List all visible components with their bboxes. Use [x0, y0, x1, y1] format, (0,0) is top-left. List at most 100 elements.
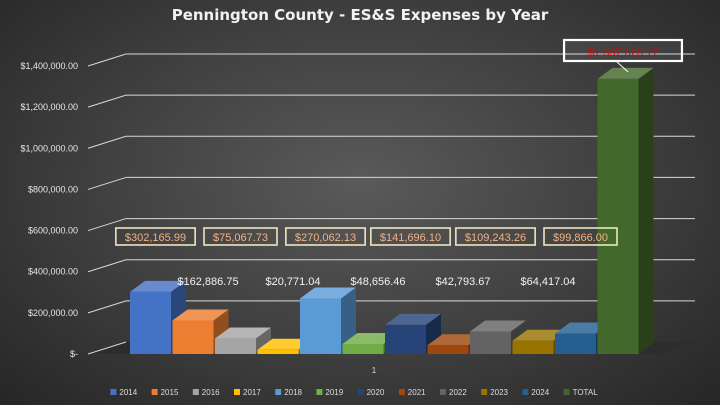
legend-swatch — [234, 389, 240, 395]
bar-top — [427, 334, 484, 346]
bar-front — [385, 324, 426, 354]
y-tick-label: $200,000.00 — [28, 308, 78, 318]
bar-front — [470, 331, 511, 354]
legend-item-2014: 2014 — [110, 388, 138, 397]
y-tick-label: $800,000.00 — [28, 184, 78, 194]
data-label-box — [455, 227, 536, 246]
data-label-2019: $48,656.46 — [350, 276, 405, 288]
data-label-2022: $109,243.26 — [465, 232, 526, 244]
legend-item-2024: 2024 — [522, 388, 550, 397]
bar-top — [385, 313, 441, 325]
legend-swatch — [110, 389, 117, 395]
x-category-label: 1 — [372, 366, 377, 375]
data-label-2015: $162,886.75 — [177, 276, 238, 288]
y-tick-label: $1,400,000.00 — [20, 61, 78, 71]
legend-swatch — [522, 389, 529, 395]
bar-front — [512, 340, 554, 354]
legend-item-2016: 2016 — [192, 388, 220, 397]
bar-2016 — [215, 327, 271, 354]
legend-item-TOTAL: TOTAL — [563, 388, 599, 397]
legend-label: 2020 — [367, 388, 385, 397]
bar-2018 — [300, 287, 356, 354]
bar-top — [597, 67, 654, 79]
gridline-depth-0 — [87, 341, 127, 355]
legend-swatch — [357, 389, 364, 395]
bar-front — [215, 338, 256, 354]
y-tick-label: $1,200,000.00 — [20, 102, 78, 112]
gridline-depth-5 — [87, 135, 127, 149]
legend-label: TOTAL — [573, 388, 599, 397]
bar-top — [172, 309, 229, 321]
data-label-2020: $141,696.10 — [380, 232, 441, 244]
total-label-leader — [616, 61, 629, 73]
bar-front — [257, 349, 299, 354]
legend-item-2022: 2022 — [440, 388, 467, 397]
data-label-box — [115, 227, 196, 246]
bar-front — [130, 291, 171, 354]
legend-item-2019: 2019 — [316, 388, 344, 397]
bar-front — [555, 333, 596, 354]
legend-label: 2022 — [449, 388, 467, 397]
bar-side — [256, 327, 271, 354]
data-label-box — [543, 227, 618, 246]
legend-item-2021: 2021 — [398, 388, 426, 397]
y-tick-label: $600,000.00 — [28, 226, 78, 236]
gridline-depth-1 — [87, 300, 127, 314]
bar-front — [427, 345, 469, 354]
bar-top — [300, 287, 356, 299]
data-label-2018: $270,062.13 — [295, 232, 356, 244]
bar-top — [130, 280, 186, 292]
bar-2020 — [385, 313, 441, 354]
bar-top — [555, 322, 611, 334]
bar-top — [215, 327, 271, 339]
data-label-2017: $20,771.04 — [265, 276, 320, 288]
bar-top — [512, 329, 569, 341]
legend-swatch — [481, 389, 488, 395]
gridline-depth-7 — [87, 53, 127, 67]
legend-label: 2017 — [243, 388, 261, 397]
data-label-box — [370, 227, 451, 246]
gridline-depth-6 — [87, 94, 127, 108]
data-label-total: $1,337,626.17 — [588, 47, 658, 59]
gridline-depth-3 — [87, 218, 127, 232]
legend-swatch — [398, 389, 405, 395]
data-label-box — [203, 227, 278, 246]
legend-label: 2019 — [325, 388, 343, 397]
legend-label: 2018 — [284, 388, 302, 397]
legend-label: 2023 — [490, 388, 508, 397]
bar-side — [638, 67, 654, 355]
bar-front — [300, 298, 341, 354]
gridline-depth-2 — [87, 259, 127, 273]
y-tick-label: $1,000,000.00 — [20, 143, 78, 153]
data-label-2021: $42,793.67 — [435, 276, 490, 288]
legend-label: 2015 — [161, 388, 179, 397]
legend-swatch — [275, 389, 282, 395]
bar-top — [257, 338, 314, 350]
legend-swatch — [316, 389, 323, 395]
legend-label: 2024 — [531, 388, 549, 397]
legend-item-2015: 2015 — [151, 388, 179, 397]
y-tick-label: $- — [70, 349, 78, 359]
bar-TOTAL — [597, 67, 654, 355]
legend-item-2023: 2023 — [481, 388, 509, 397]
bar-top — [470, 320, 526, 332]
data-label-2014: $302,165.99 — [125, 232, 186, 244]
data-label-box — [285, 227, 366, 246]
legend-swatch — [440, 389, 446, 395]
legend-item-2020: 2020 — [357, 388, 385, 397]
legend-swatch — [563, 389, 570, 395]
bar-front — [342, 343, 384, 354]
legend-swatch — [151, 389, 158, 395]
legend-item-2017: 2017 — [234, 388, 261, 397]
legend-label: 2021 — [408, 388, 426, 397]
bar-front — [172, 320, 214, 354]
bar-front — [597, 78, 639, 355]
data-label-2024: $99,866.00 — [553, 232, 608, 244]
legend-label: 2014 — [119, 388, 137, 397]
y-tick-label: $400,000.00 — [28, 267, 78, 277]
data-label-2016: $75,067.73 — [213, 232, 268, 244]
gridline-depth-4 — [87, 176, 127, 190]
chart-title: Pennington County - ES&S Expenses by Yea… — [171, 6, 549, 24]
